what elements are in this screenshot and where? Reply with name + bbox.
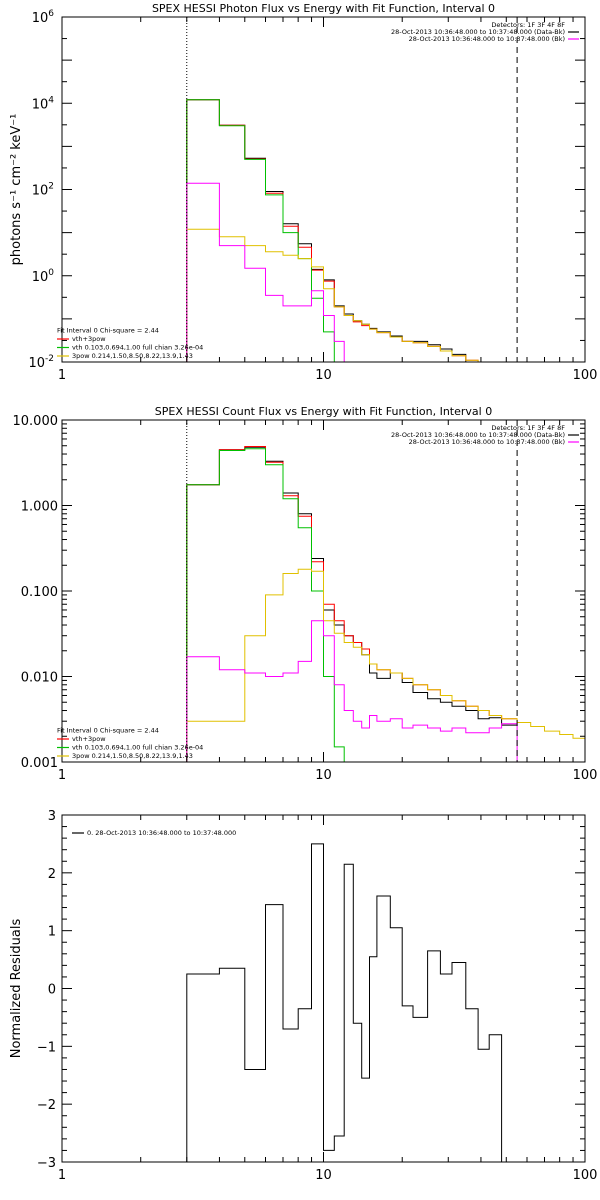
y-tick-label: −3 (37, 1156, 56, 1171)
plot-area (186, 446, 585, 762)
x-tick-label: 100 (573, 768, 598, 783)
legend-top-right-entry: Detectors: 1F 3F 4F 8F (491, 21, 565, 29)
y-tick-label: 0.001 (21, 756, 58, 771)
plot-area (186, 843, 503, 1162)
legend-top-right-entry: 28-Oct-2013 10:36:48.000 to 10:37:48.000… (409, 438, 565, 446)
chart-title: SPEX HESSI Count Flux vs Energy with Fit… (155, 405, 492, 418)
series-residuals (186, 843, 503, 1162)
chart-panel-1: 1 10 100 0.001 0.010 0.100 1.000 10.000 SPEX HES… (13, 405, 598, 783)
y-tick-label: 0.100 (21, 585, 58, 600)
series-data-bk (186, 446, 518, 762)
legend-bottom-left-entry: vth+3pow (72, 735, 106, 743)
y-tick-label: 100 (32, 268, 55, 285)
y-tick-label: 104 (32, 95, 55, 112)
legend-top-right-entry: Detectors: 1F 3F 4F 8F (491, 424, 565, 432)
x-tick-label: 1 (58, 1168, 66, 1183)
x-tick-label: 100 (573, 1168, 598, 1183)
x-tick-label: 10 (315, 768, 332, 783)
legend-bottom-left-entry: vth 0.103,0.694,1.00 full chian 3.26e-04 (72, 344, 203, 352)
x-tick-label: 10 (315, 368, 332, 383)
x-tick-label: 10 (315, 1168, 332, 1183)
y-tick-label: 10-2 (28, 354, 54, 371)
y-tick-label: −2 (37, 1098, 56, 1113)
y-tick-label: 1 (48, 925, 56, 940)
legend-bottom-left-entry: vth+3pow (72, 335, 106, 343)
series-vth-3pow (186, 446, 518, 762)
y-tick-label: 106 (32, 9, 55, 26)
legend-bottom-left-entry: 3pow 0.214,1.50,8.50,8.22,13.9,1.43 (72, 352, 193, 360)
legend-top-right-entry: 28-Oct-2013 10:36:48.000 to 10:37:48.000… (391, 28, 565, 36)
y-axis-label: Normalized Residuals (9, 919, 24, 1059)
legend-top-left-entry: 0. 28-Oct-2013 10:36:48.000 to 10:37:48.… (87, 829, 236, 837)
legend-bottom-left-entry: 3pow 0.214,1.50,8.50,8.22,13.9,1.43 (72, 752, 193, 760)
chart-title: SPEX HESSI Photon Flux vs Energy with Fi… (152, 2, 495, 15)
series-vth-3pow (186, 99, 479, 362)
series-vth (186, 99, 335, 362)
x-tick-label: 1 (58, 368, 66, 383)
x-tick-label: 100 (573, 368, 598, 383)
y-axis-label: photons s⁻¹ cm⁻² keV⁻¹ (9, 114, 24, 266)
plot-area (186, 99, 479, 362)
series-3pow (186, 228, 479, 362)
y-tick-label: 0 (48, 983, 56, 998)
series-vth (186, 448, 345, 762)
y-tick-label: −1 (37, 1040, 56, 1055)
chart-panel-2: 1 10 100 −3 −2 −1 0 1 2 3 Normalized Residuals 0. 2… (9, 809, 598, 1183)
y-tick-label: 10.000 (13, 414, 59, 429)
legend-top-right-entry: 28-Oct-2013 10:36:48.000 to 10:37:48.000… (391, 431, 565, 439)
series-data-bk (186, 99, 479, 362)
series-bk (186, 182, 354, 362)
x-tick-label: 1 (58, 768, 66, 783)
series-bk (186, 620, 518, 762)
y-tick-label: 0.010 (21, 671, 58, 686)
legend-top-right-entry: 28-Oct-2013 10:36:48.000 to 10:37:48.000… (409, 35, 565, 43)
legend-bottom-left-entry: Fit Interval 0 Chi-square = 2.44 (57, 327, 159, 335)
y-tick-label: 1.000 (21, 500, 58, 515)
y-tick-label: 2 (48, 867, 56, 882)
legend-bottom-left-entry: Fit Interval 0 Chi-square = 2.44 (57, 727, 159, 735)
y-tick-label: 3 (48, 809, 56, 824)
y-tick-label: 102 (32, 182, 54, 199)
chart-panel-0: 1 10 100 10-2 100 102 104 106 SPEX HESSI Photon … (9, 2, 598, 383)
legend-bottom-left-entry: vth 0.103,0.694,1.00 full chian 3.26e-04 (72, 744, 203, 752)
